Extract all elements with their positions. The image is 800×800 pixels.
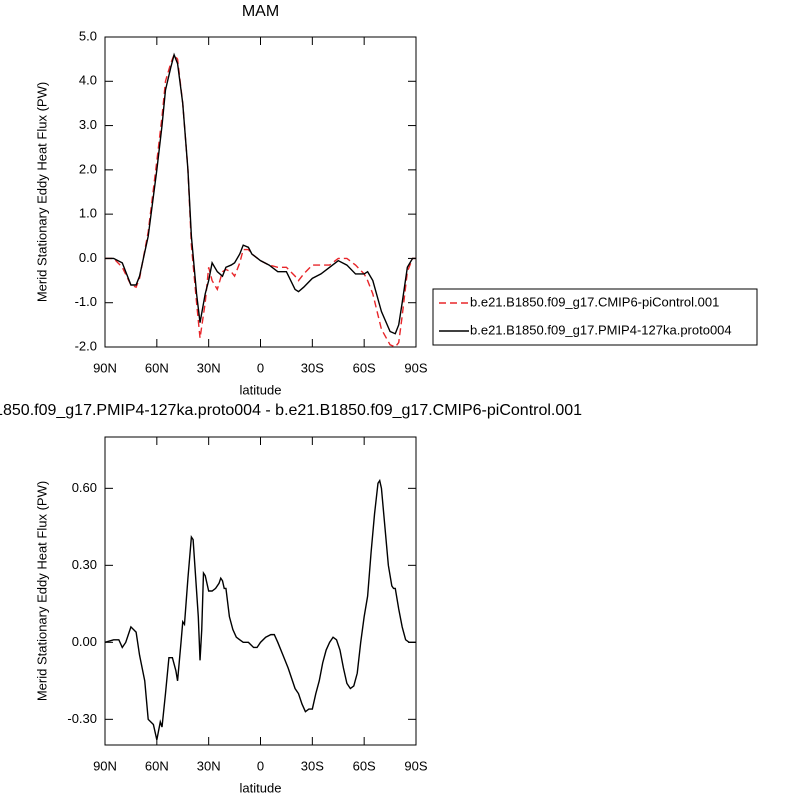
y-tick-label: 5.0 (79, 28, 97, 43)
y-tick-label: 0.00 (72, 634, 97, 649)
y-tick-label: 4.0 (79, 73, 97, 88)
y-tick-label: 2.0 (79, 161, 97, 176)
y-tick-label: 1.0 (79, 206, 97, 221)
chart-title: MAM (242, 3, 279, 20)
y-tick-label: 0.0 (79, 250, 97, 265)
x-tick-label: 0 (257, 758, 264, 773)
y-tick-label: 0.30 (72, 557, 97, 572)
x-tick-label: 60S (353, 758, 376, 773)
x-tick-label: 30S (301, 758, 324, 773)
data-line (105, 52, 416, 335)
plot-frame (104, 436, 417, 746)
x-tick-label: 60S (353, 360, 376, 375)
x-tick-label: 0 (257, 360, 264, 375)
x-axis-label: latitude (240, 780, 282, 795)
y-tick-label: 3.0 (79, 117, 97, 132)
plot-frame (104, 36, 417, 348)
x-tick-label: 30N (197, 758, 221, 773)
x-tick-label: 90N (93, 758, 117, 773)
legend-label: b.e21.B1850.f09_g17.CMIP6-piControl.001 (470, 294, 719, 309)
y-tick-label: 0.60 (72, 480, 97, 495)
x-tick-label: 30S (301, 360, 324, 375)
y-tick-label: -2.0 (75, 338, 97, 353)
x-tick-label: 90S (404, 758, 427, 773)
y-tick-label: -1.0 (75, 294, 97, 309)
x-tick-label: 90N (93, 360, 117, 375)
legend-label: b.e21.B1850.f09_g17.PMIP4-127ka.proto004 (470, 322, 732, 337)
y-tick-label: -0.30 (67, 711, 97, 726)
y-axis-label: Merid Stationary Eddy Heat Flux (PW) (34, 481, 49, 701)
x-tick-label: 60N (145, 758, 169, 773)
x-tick-label: 90S (404, 360, 427, 375)
data-line (105, 53, 416, 348)
chart-title: b.e21.B1850.f09_g17.PMIP4-127ka.proto004… (0, 402, 582, 419)
data-line (104, 478, 416, 741)
legend-box (432, 288, 758, 346)
y-axis-label: Merid Stationary Eddy Heat Flux (PW) (34, 82, 49, 302)
x-tick-label: 30N (197, 360, 221, 375)
x-axis-label: latitude (240, 382, 282, 397)
x-tick-label: 60N (145, 360, 169, 375)
